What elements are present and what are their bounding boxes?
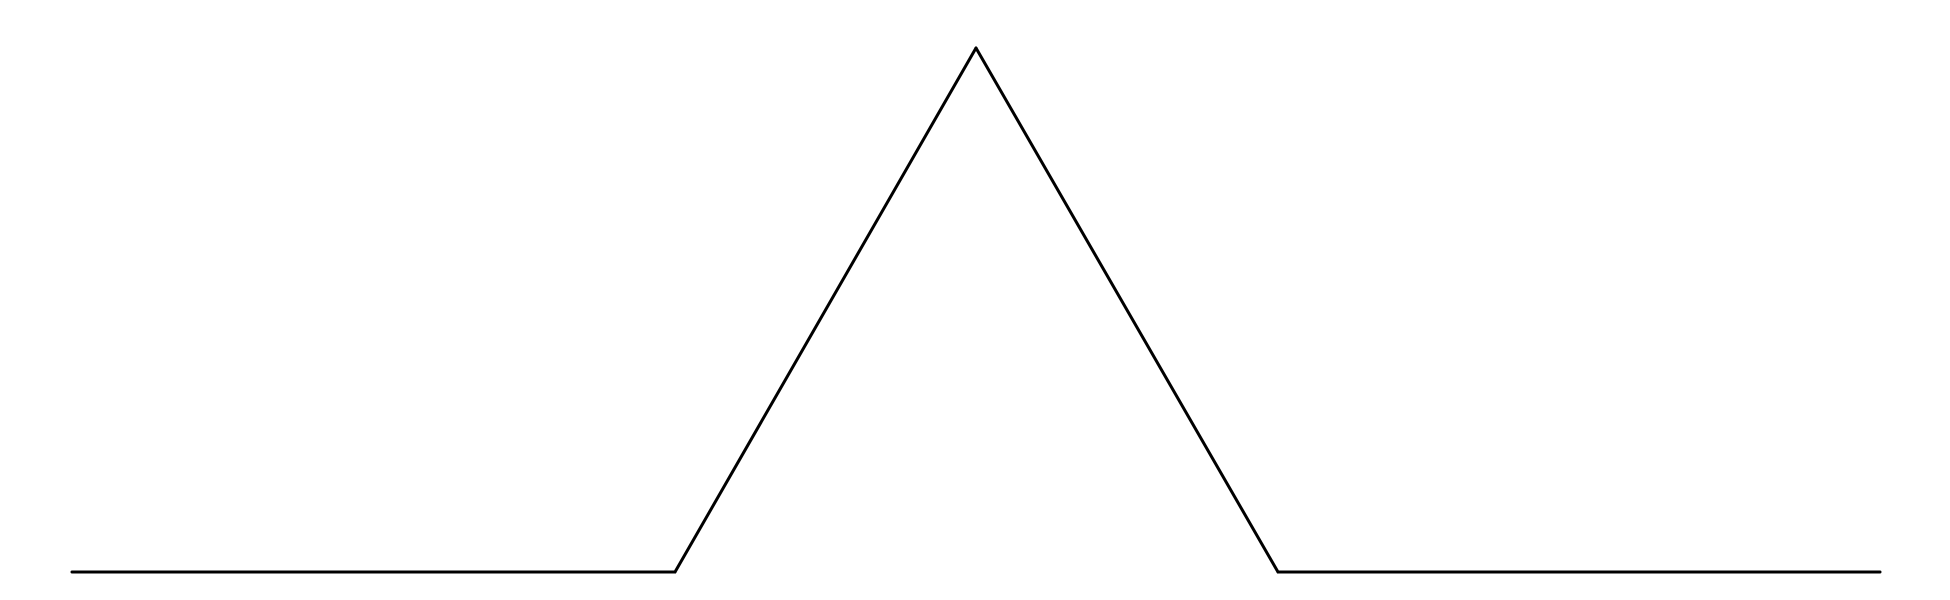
descending-side (974, 46, 1280, 574)
ascending-side (673, 46, 978, 574)
triangular-pulse-shape (70, 46, 1882, 574)
